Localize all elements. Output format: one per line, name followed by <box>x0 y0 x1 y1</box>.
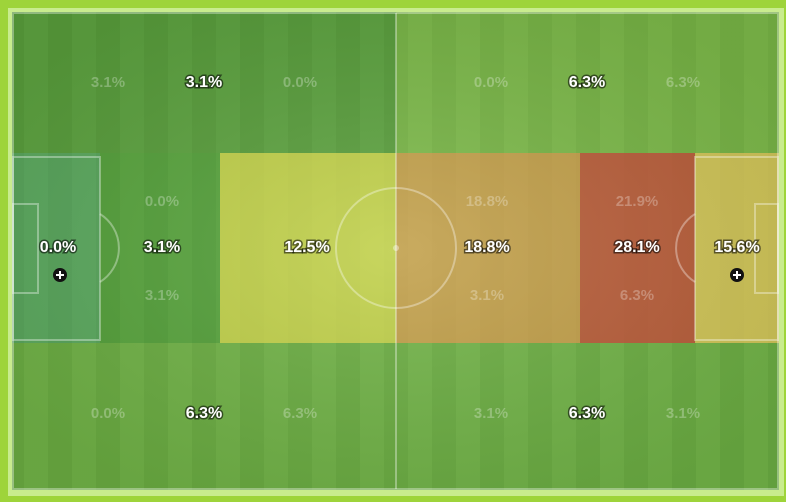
expand-icon[interactable] <box>730 268 744 282</box>
zone-label: 6.3% <box>186 405 222 422</box>
zone-label: 15.6% <box>714 239 759 256</box>
faded-label: 3.1% <box>145 287 179 304</box>
zone-label: 3.1% <box>186 74 222 91</box>
zone-label: 0.0% <box>40 239 76 256</box>
faded-label: 0.0% <box>474 74 508 91</box>
field-lines <box>12 12 779 490</box>
faded-label: 0.0% <box>91 405 125 422</box>
faded-label: 21.9% <box>616 193 659 210</box>
zone-label: 12.5% <box>284 239 329 256</box>
zone-label: 18.8% <box>464 239 509 256</box>
zone-label: 6.3% <box>569 74 605 91</box>
pitch-shade <box>12 12 779 490</box>
faded-label: 3.1% <box>474 405 508 422</box>
zone-label: 28.1% <box>614 239 659 256</box>
faded-label: 6.3% <box>283 405 317 422</box>
faded-label: 3.1% <box>470 287 504 304</box>
faded-label: 18.8% <box>466 193 509 210</box>
faded-label: 6.3% <box>620 287 654 304</box>
faded-label: 3.1% <box>666 405 700 422</box>
faded-label: 0.0% <box>283 74 317 91</box>
zone-label: 6.3% <box>569 405 605 422</box>
expand-icon[interactable] <box>53 268 67 282</box>
faded-label: 0.0% <box>145 193 179 210</box>
faded-label: 3.1% <box>91 74 125 91</box>
faded-label: 6.3% <box>666 74 700 91</box>
zone-label: 3.1% <box>144 239 180 256</box>
